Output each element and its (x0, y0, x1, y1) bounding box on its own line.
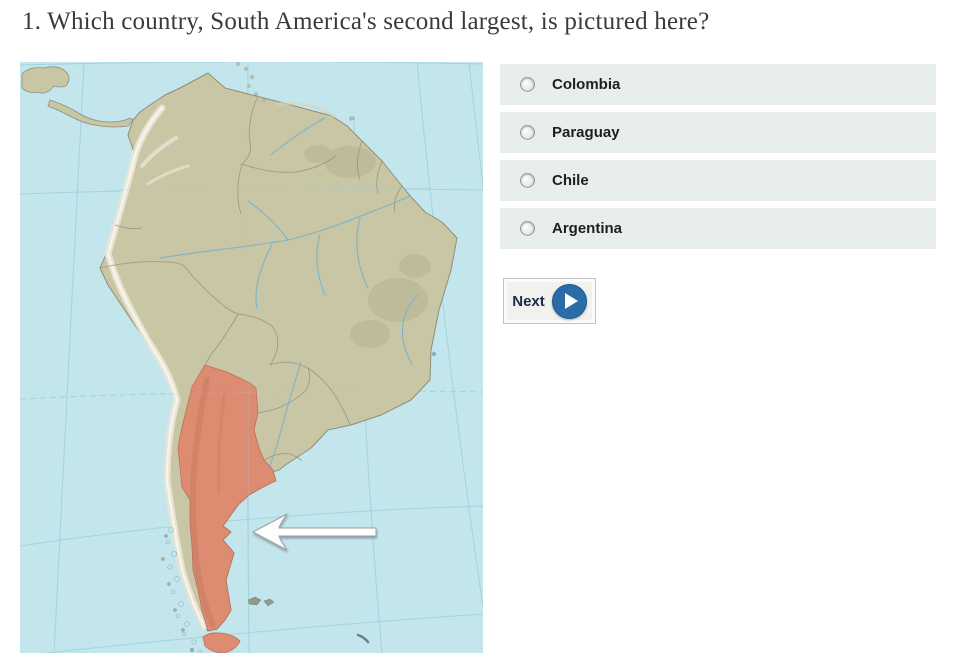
argentina-highlight (177, 364, 277, 653)
radio-button[interactable] (520, 77, 535, 92)
option-row-colombia[interactable]: Colombia (500, 64, 936, 105)
south-georgia (356, 633, 370, 644)
radio-button[interactable] (520, 221, 535, 236)
radio-button[interactable] (520, 125, 535, 140)
next-button[interactable]: Next (503, 278, 596, 324)
arrow-icon (252, 513, 377, 551)
play-triangle (564, 293, 578, 309)
graticule-overlay (109, 101, 431, 623)
option-label: Colombia (552, 76, 621, 93)
islands (236, 62, 370, 644)
option-row-argentina[interactable]: Argentina (500, 208, 936, 249)
option-row-chile[interactable]: Chile (500, 160, 936, 201)
option-label: Chile (552, 172, 589, 189)
question-title: 1. Which country, South America's second… (22, 8, 710, 35)
play-icon (551, 283, 587, 319)
south-america-map (20, 62, 483, 653)
highlands (304, 145, 431, 348)
option-label: Paraguay (552, 124, 620, 141)
answer-options: Colombia Paraguay Chile Argentina (500, 64, 936, 256)
andes-ridge (104, 102, 336, 631)
country-borders (99, 97, 403, 462)
next-button-label: Next (512, 292, 545, 310)
relief-map-graphic (20, 62, 483, 653)
radio-button[interactable] (520, 173, 535, 188)
central-america (21, 66, 134, 128)
rivers (159, 117, 437, 473)
fjord-islets (161, 527, 203, 653)
option-row-paraguay[interactable]: Paraguay (500, 112, 936, 153)
falkland-islands (247, 596, 275, 607)
option-label: Argentina (552, 220, 623, 237)
